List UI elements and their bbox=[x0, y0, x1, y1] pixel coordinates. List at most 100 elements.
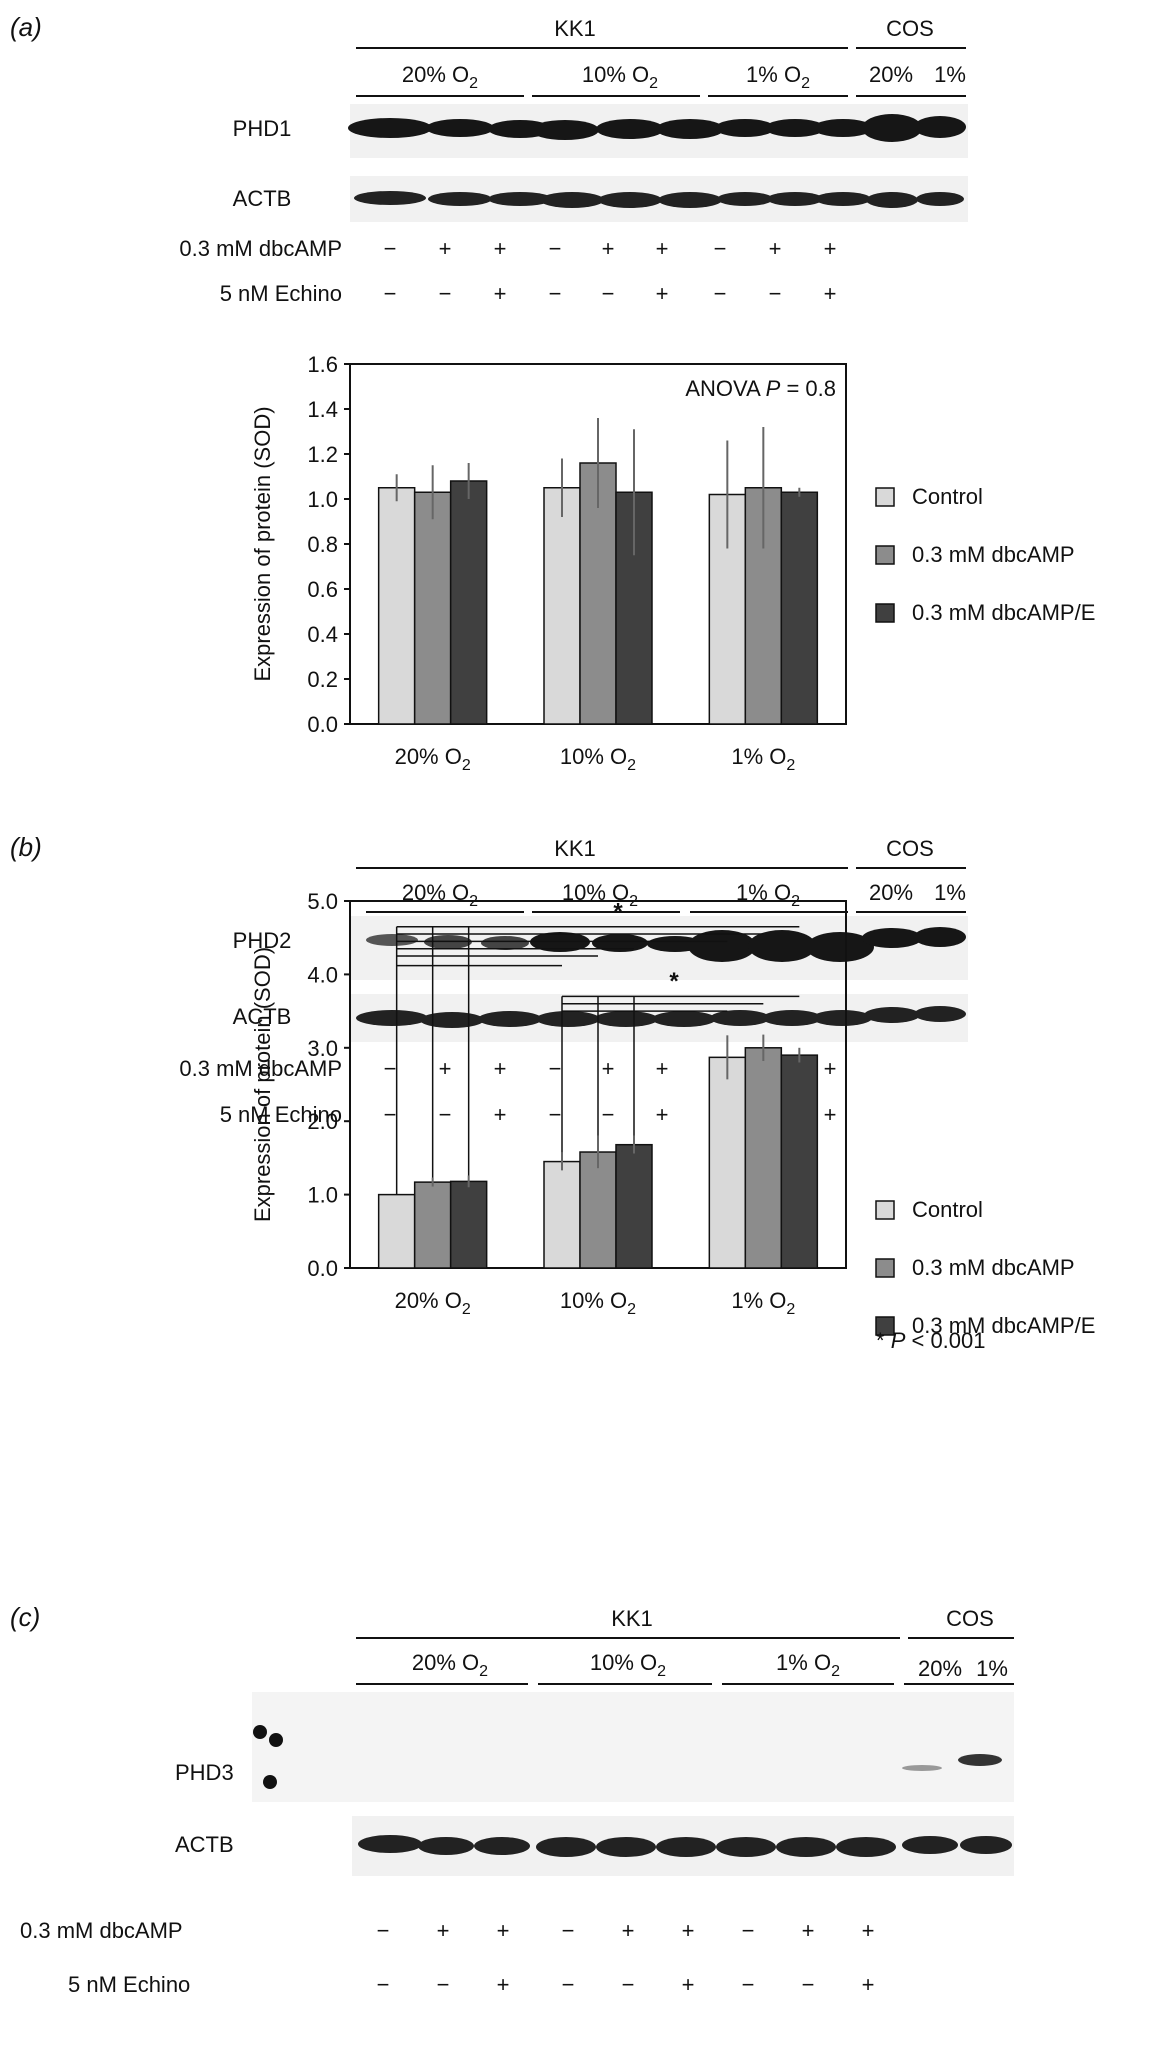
bar bbox=[780, 491, 819, 725]
y-tick-label: 1.6 bbox=[307, 352, 338, 377]
panel-label: (a) bbox=[10, 12, 42, 42]
y-tick-label: 1.0 bbox=[307, 487, 338, 512]
treatment-signs: −++−++−++−−+−−+−−+ bbox=[377, 1918, 875, 1997]
blot-label-actb: ACTB bbox=[233, 1004, 292, 1029]
legend-label: 0.3 mM dbcAMP/E bbox=[912, 600, 1095, 625]
condition-20: 20% O2 bbox=[402, 62, 478, 92]
treatment-sign: + bbox=[656, 1102, 669, 1127]
blot-phd2-bands bbox=[366, 927, 966, 962]
treatment-sign: − bbox=[437, 1972, 450, 1997]
treatment-sign: + bbox=[769, 236, 782, 261]
x-tick-label: 10% O2 bbox=[560, 1288, 636, 1318]
bar bbox=[780, 1054, 819, 1269]
cos-condition-20: 20% bbox=[869, 62, 913, 87]
y-tick-label: 1.0 bbox=[307, 1183, 338, 1208]
kk1-label: KK1 bbox=[554, 16, 596, 41]
treatment-sign: + bbox=[494, 1102, 507, 1127]
treatment-sign: − bbox=[549, 281, 562, 306]
treatment-dbcamp-label: 0.3 mM dbcAMP bbox=[179, 236, 342, 261]
treatment-sign: − bbox=[549, 236, 562, 261]
y-tick-label: 0.0 bbox=[307, 1256, 338, 1281]
bar bbox=[543, 487, 581, 725]
treatment-sign: + bbox=[497, 1972, 510, 1997]
legend-label: 0.3 mM dbcAMP bbox=[912, 1255, 1075, 1280]
treatment-sign: + bbox=[862, 1972, 875, 1997]
treatment-sign: − bbox=[549, 1102, 562, 1127]
treatment-sign: − bbox=[714, 236, 727, 261]
bar bbox=[377, 1193, 416, 1269]
treatment-sign: + bbox=[862, 1918, 875, 1943]
treatment-echino-label: 5 nM Echino bbox=[68, 1972, 190, 1997]
bar bbox=[449, 480, 488, 725]
cos-condition-20: 20% bbox=[869, 880, 913, 905]
treatment-sign: + bbox=[656, 281, 669, 306]
bar bbox=[744, 1047, 783, 1269]
blot-label-actb: ACTB bbox=[233, 186, 292, 211]
cos-condition-20: 20% bbox=[918, 1656, 962, 1681]
y-tick-label: 1.4 bbox=[307, 397, 338, 422]
treatment-sign: + bbox=[622, 1918, 635, 1943]
blot-actb-bands bbox=[358, 1835, 1012, 1857]
y-tick-label: 0.6 bbox=[307, 577, 338, 602]
legend-label: Control bbox=[912, 1197, 983, 1222]
treatment-sign: + bbox=[437, 1918, 450, 1943]
treatment-sign: + bbox=[824, 236, 837, 261]
treatment-sign: + bbox=[602, 1056, 615, 1081]
cos-condition-1: 1% bbox=[934, 880, 966, 905]
treatment-signs: −++−++−++−−+−−+−−+ bbox=[384, 1056, 837, 1127]
treatment-sign: − bbox=[384, 1056, 397, 1081]
treatment-sign: − bbox=[562, 1918, 575, 1943]
treatment-sign: + bbox=[802, 1918, 815, 1943]
treatment-sign: + bbox=[494, 236, 507, 261]
treatment-dbcamp-label: 0.3 mM dbcAMP bbox=[179, 1056, 342, 1081]
treatment-sign: + bbox=[439, 236, 452, 261]
treatment-sign: + bbox=[656, 236, 669, 261]
blot-phd3-dots bbox=[253, 1725, 283, 1789]
treatment-sign: − bbox=[384, 236, 397, 261]
legend-swatch bbox=[875, 545, 895, 565]
y-tick-label: 0.4 bbox=[307, 622, 338, 647]
treatment-sign: − bbox=[562, 1972, 575, 1997]
panel-a-svg: (a) KK1 COS 20% O2 10% O2 1% O2 20% 1% P… bbox=[10, 12, 1095, 774]
blot-label-phd2: PHD2 bbox=[233, 928, 292, 953]
blot-actb-bands bbox=[356, 1006, 966, 1028]
y-tick-label: 5.0 bbox=[307, 889, 338, 914]
treatment-sign: − bbox=[742, 1918, 755, 1943]
annotation: ANOVA P = 0.8 bbox=[685, 376, 836, 401]
treatment-sign: − bbox=[742, 1972, 755, 1997]
treatment-echino-label: 5 nM Echino bbox=[220, 1102, 342, 1127]
condition-10: 10% O2 bbox=[562, 880, 638, 910]
blot-phd3-bands bbox=[902, 1754, 1002, 1771]
condition-10: 10% O2 bbox=[582, 62, 658, 92]
blot-actb-bands bbox=[354, 191, 964, 208]
y-axis-label: Expression of protein (SOD) bbox=[250, 406, 275, 681]
x-tick-label: 10% O2 bbox=[560, 744, 636, 774]
legend-swatch bbox=[875, 487, 895, 507]
kk1-label: KK1 bbox=[554, 836, 596, 861]
significance-mark: * bbox=[613, 898, 623, 925]
bar bbox=[708, 1056, 747, 1269]
treatment-sign: + bbox=[824, 281, 837, 306]
panel-b-svg: (b) KK1 COS 20% O2 10% O2 1% O2 20% 1% P… bbox=[10, 832, 1095, 1353]
bar bbox=[413, 491, 452, 725]
bar bbox=[413, 1181, 452, 1269]
treatment-sign: − bbox=[377, 1972, 390, 1997]
treatment-sign: + bbox=[497, 1918, 510, 1943]
condition-1: 1% O2 bbox=[736, 880, 800, 910]
blot-phd3 bbox=[252, 1692, 1014, 1802]
treatment-sign: + bbox=[439, 1056, 452, 1081]
blot-label-phd3: PHD3 bbox=[175, 1760, 234, 1785]
treatment-sign: − bbox=[377, 1918, 390, 1943]
bar-chart-a: 0.0 0.2 0.4 0.6 0.8 1.0 1.2 1.4 1.6 Expression of… bbox=[250, 352, 1095, 774]
legend-swatch bbox=[875, 1200, 895, 1220]
bar-chart-b: 0.0 1.0 2.0 3.0 4.0 5.0 Expression of protein … bbox=[250, 889, 1095, 1353]
treatment-sign: − bbox=[769, 281, 782, 306]
treatment-sign: + bbox=[656, 1056, 669, 1081]
bar bbox=[449, 1180, 488, 1269]
treatment-sign: − bbox=[714, 281, 727, 306]
condition-20: 20% O2 bbox=[412, 1650, 488, 1680]
y-tick-label: 2.0 bbox=[307, 1109, 338, 1134]
panel-b: (b) KK1 COS 20% O2 10% O2 1% O2 20% 1% P… bbox=[0, 800, 1156, 1580]
panel-c-svg: (c) KK1 COS 20% O2 10% O2 1% O2 20% 1% P… bbox=[10, 1602, 1014, 1997]
panel-c: (c) KK1 COS 20% O2 10% O2 1% O2 20% 1% P… bbox=[0, 1580, 1156, 2040]
